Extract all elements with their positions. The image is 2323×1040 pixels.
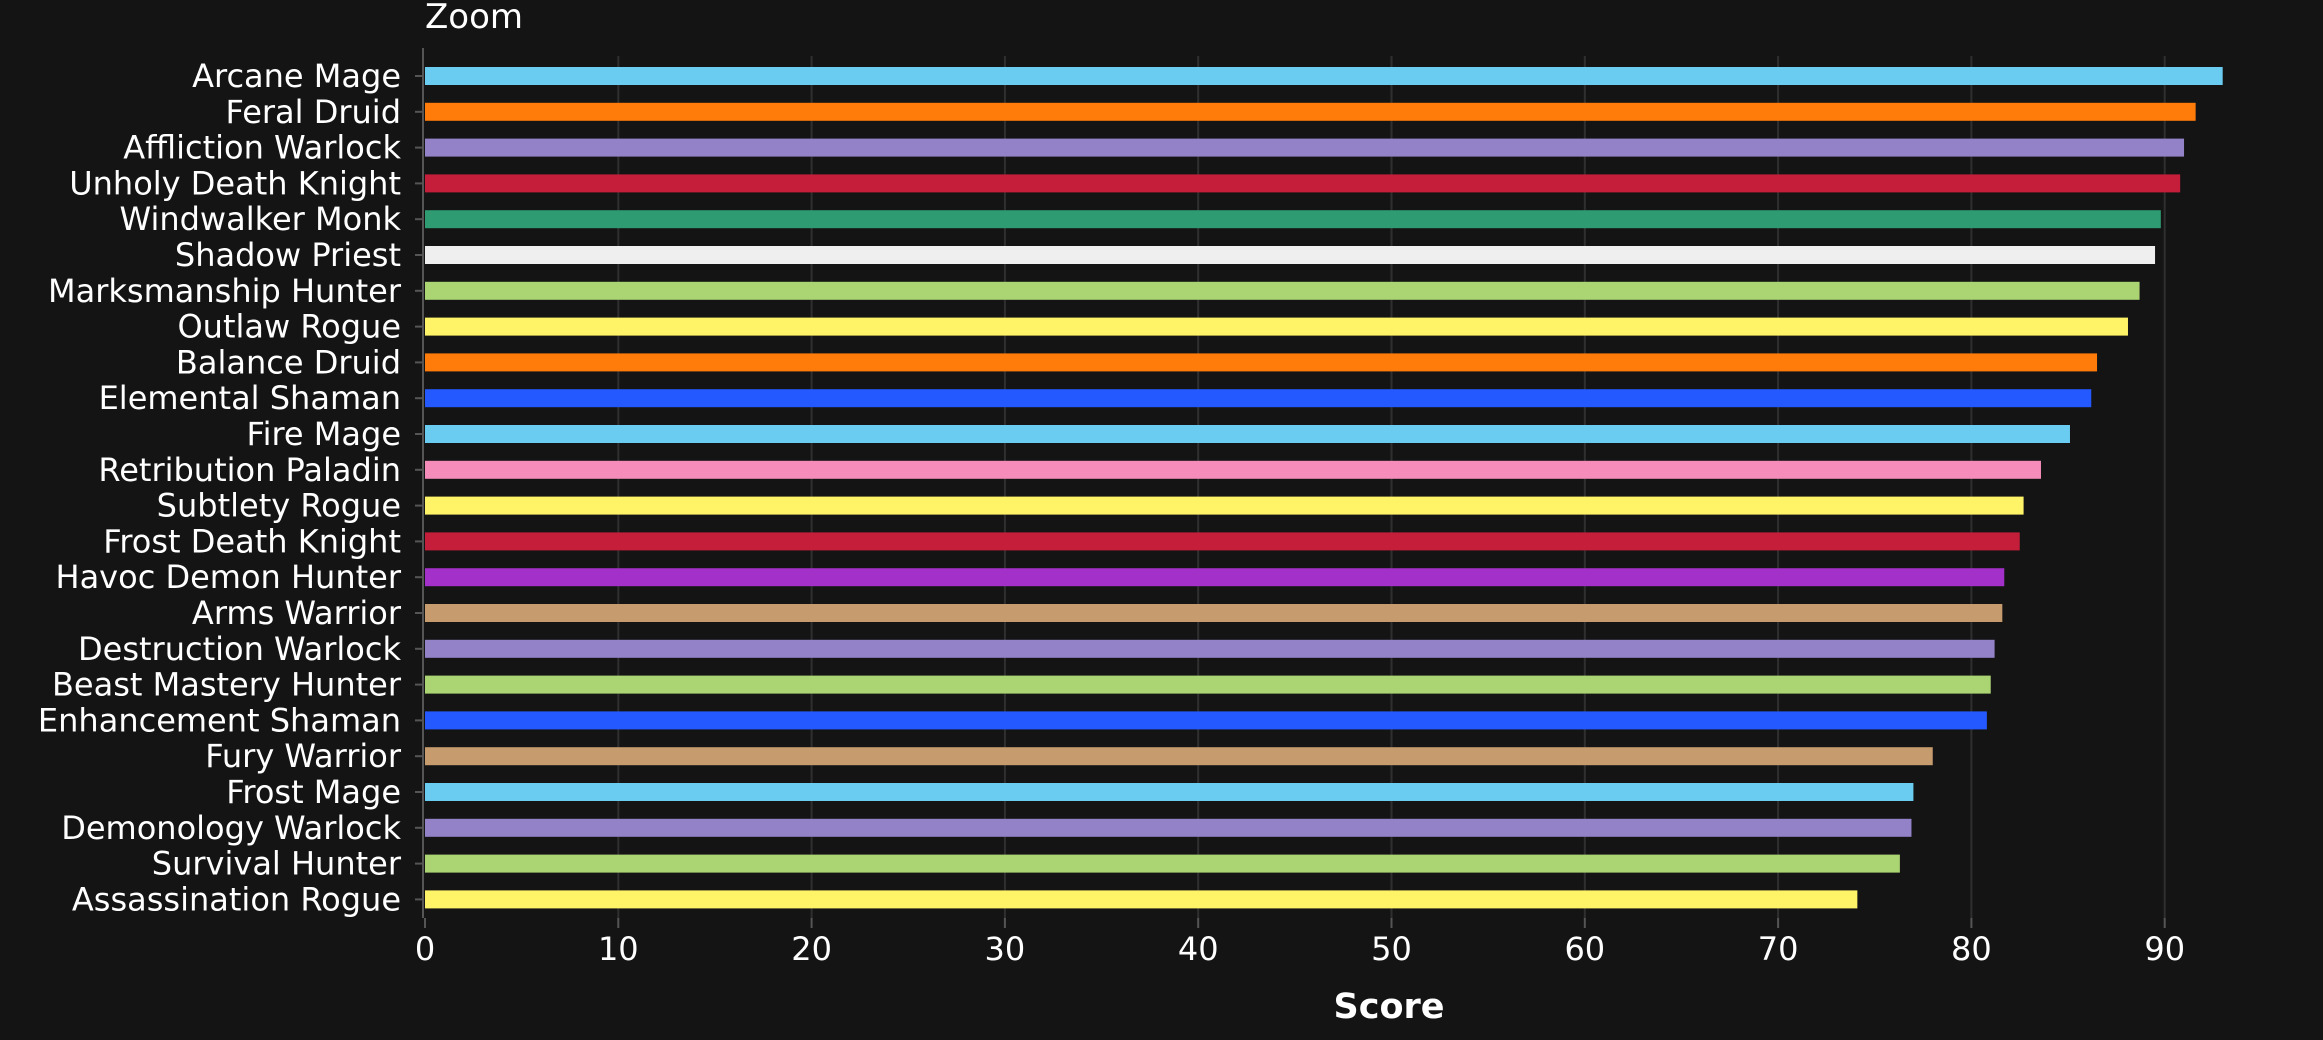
bar[interactable] <box>425 639 1995 658</box>
axes <box>415 48 2166 928</box>
bar[interactable] <box>425 460 2041 479</box>
bar[interactable] <box>425 353 2098 372</box>
bar[interactable] <box>425 568 2005 587</box>
bar[interactable] <box>425 317 2128 336</box>
category-label: Shadow Priest <box>175 236 401 274</box>
category-label: Frost Death Knight <box>103 522 401 560</box>
category-label: Fury Warrior <box>205 737 402 775</box>
x-tick-label: 30 <box>985 930 1026 968</box>
category-label: Feral Druid <box>226 93 401 131</box>
x-tick-label: 90 <box>2144 930 2185 968</box>
bar[interactable] <box>425 389 2092 408</box>
category-label: Windwalker Monk <box>120 200 402 238</box>
category-label: Beast Mastery Hunter <box>52 666 402 704</box>
category-label: Affliction Warlock <box>123 129 401 167</box>
x-axis-title: Score <box>1334 987 1445 1027</box>
x-tick-label: 40 <box>1178 930 1219 968</box>
x-tick-label: 0 <box>415 930 435 968</box>
bar[interactable] <box>425 138 2185 157</box>
category-label: Frost Mage <box>226 773 401 811</box>
bar[interactable] <box>425 890 1858 909</box>
bar[interactable] <box>425 604 2003 622</box>
x-tick-label: 20 <box>791 930 832 968</box>
bar[interactable] <box>425 854 1900 873</box>
zoom-label[interactable]: Zoom <box>425 0 523 37</box>
bar[interactable] <box>425 102 2196 121</box>
x-tick-label: 50 <box>1371 930 1412 968</box>
bar[interactable] <box>425 281 2140 300</box>
category-label: Arcane Mage <box>192 57 401 95</box>
category-label: Assassination Rogue <box>72 880 401 918</box>
category-label: Fire Mage <box>247 415 402 453</box>
bar[interactable] <box>425 246 2156 264</box>
category-label: Havoc Demon Hunter <box>56 558 402 596</box>
bar[interactable] <box>425 496 2024 515</box>
category-label: Destruction Warlock <box>78 630 401 668</box>
bar[interactable] <box>425 67 2223 85</box>
bar[interactable] <box>425 675 1991 694</box>
bar[interactable] <box>425 210 2161 229</box>
bar[interactable] <box>425 818 1912 837</box>
category-label: Unholy Death Knight <box>69 164 401 202</box>
bar[interactable] <box>425 532 2020 551</box>
grid-lines <box>617 56 2166 918</box>
category-label: Subtlety Rogue <box>157 487 401 525</box>
category-label: Enhancement Shaman <box>38 701 401 739</box>
category-label: Balance Druid <box>176 343 401 381</box>
category-label: Arms Warrior <box>192 594 402 632</box>
x-tick-label: 80 <box>1951 930 1992 968</box>
bar[interactable] <box>425 174 2181 193</box>
x-tick-label: 70 <box>1758 930 1799 968</box>
category-label: Retribution Paladin <box>98 451 401 489</box>
category-label: Elemental Shaman <box>99 379 401 417</box>
bar[interactable] <box>425 747 1933 766</box>
x-tick-label: 60 <box>1564 930 1605 968</box>
x-tick-label: 10 <box>598 930 639 968</box>
bar[interactable] <box>425 783 1914 801</box>
category-label: Demonology Warlock <box>61 809 401 847</box>
category-label: Marksmanship Hunter <box>48 272 402 310</box>
bars <box>425 67 2223 909</box>
bar[interactable] <box>425 711 1987 730</box>
bar[interactable] <box>425 425 2070 443</box>
category-label: Outlaw Rogue <box>177 308 401 346</box>
category-label: Survival Hunter <box>152 845 402 883</box>
